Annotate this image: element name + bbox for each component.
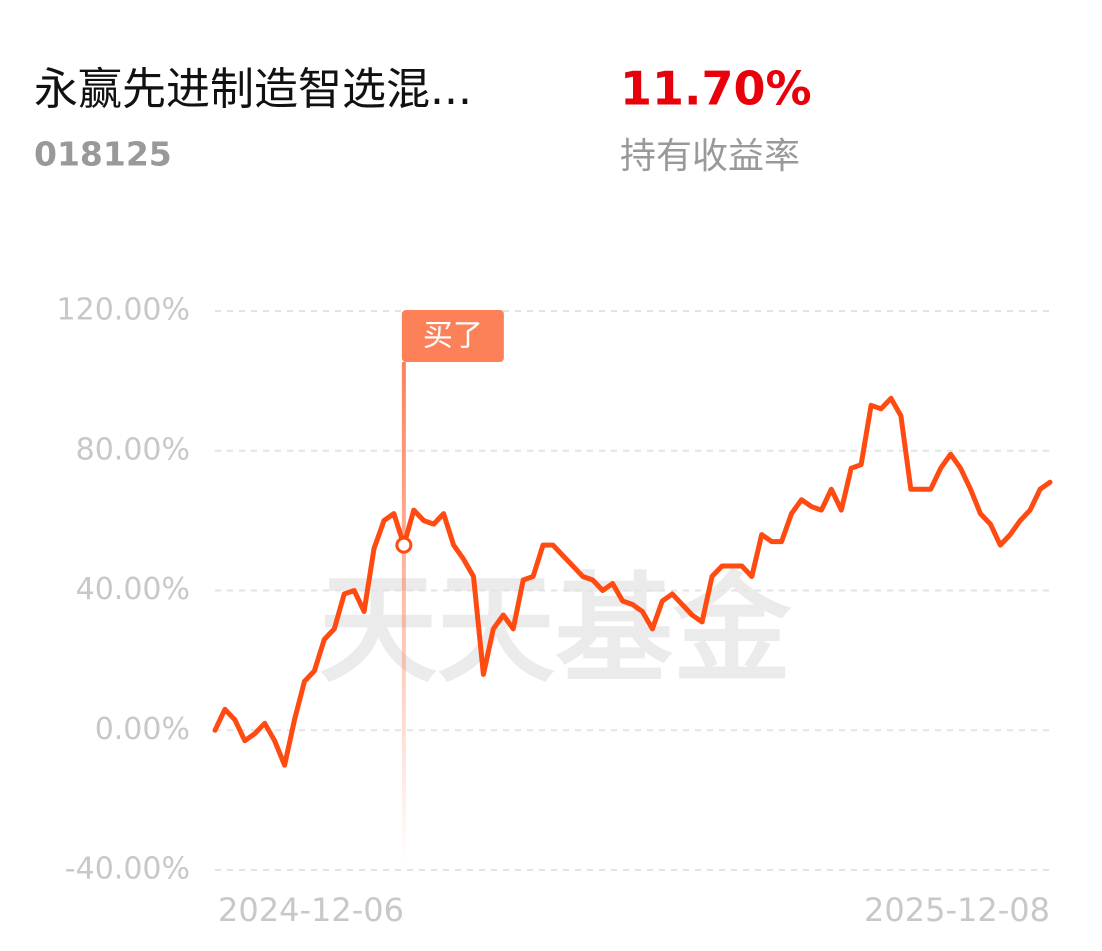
x-tick-label: 2024-12-06 bbox=[218, 891, 404, 929]
fund-code: 018125 bbox=[34, 135, 172, 174]
series-line bbox=[212, 395, 1053, 768]
y-tick-label: -40.00% bbox=[65, 852, 190, 887]
watermark: 天天基金 bbox=[319, 560, 792, 699]
y-tick-label: 80.00% bbox=[76, 432, 190, 467]
x-tick-label: 2025-12-08 bbox=[864, 891, 1050, 929]
buy-line bbox=[401, 362, 406, 862]
return-label: 持有收益率 bbox=[620, 136, 800, 177]
y-tick-label: 40.00% bbox=[76, 572, 190, 607]
return-value: 11.70% bbox=[620, 62, 812, 116]
fund-title: 永赢先进制造智选混... bbox=[34, 64, 472, 115]
buy-tag bbox=[401, 310, 504, 362]
buy-label: 买了 bbox=[423, 319, 483, 354]
y-tick-label: 0.00% bbox=[95, 712, 190, 747]
buy-point bbox=[395, 536, 413, 554]
y-tick-label: 120.00% bbox=[57, 293, 190, 328]
